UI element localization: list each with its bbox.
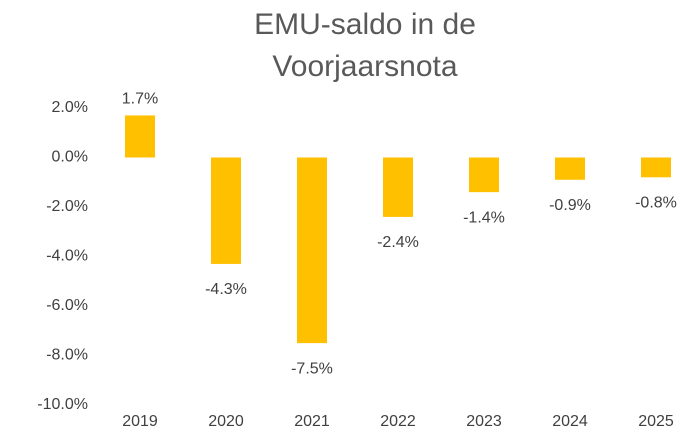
data-label: -7.5% <box>291 360 333 377</box>
data-label: -4.3% <box>205 281 247 298</box>
bar <box>297 157 327 344</box>
data-label: -1.4% <box>463 209 505 226</box>
bar <box>125 115 155 158</box>
y-tick-label: 2.0% <box>52 99 88 116</box>
x-tick-label: 2025 <box>638 413 674 430</box>
bar <box>555 157 585 180</box>
x-tick-label: 2019 <box>122 413 158 430</box>
x-tick-label: 2020 <box>208 413 244 430</box>
bar <box>383 157 413 217</box>
y-tick-label: -10.0% <box>37 396 88 413</box>
x-tick-label: 2022 <box>380 413 416 430</box>
y-tick-label: -6.0% <box>46 297 88 314</box>
y-tick-label: -4.0% <box>46 248 88 265</box>
bar <box>641 157 671 178</box>
data-label: -0.8% <box>635 195 677 212</box>
y-tick-label: 0.0% <box>52 149 88 166</box>
bar <box>211 157 241 264</box>
bar <box>469 157 499 193</box>
data-label: -0.9% <box>549 197 591 214</box>
y-tick-label: -2.0% <box>46 198 88 215</box>
data-label: 1.7% <box>122 91 158 108</box>
chart-title: EMU-saldo in de Voorjaarsnota <box>254 8 476 83</box>
y-tick-label: -8.0% <box>46 347 88 364</box>
data-label: -2.4% <box>377 234 419 251</box>
x-tick-label: 2021 <box>294 413 330 430</box>
x-tick-label: 2024 <box>552 413 588 430</box>
x-tick-label: 2023 <box>466 413 502 430</box>
